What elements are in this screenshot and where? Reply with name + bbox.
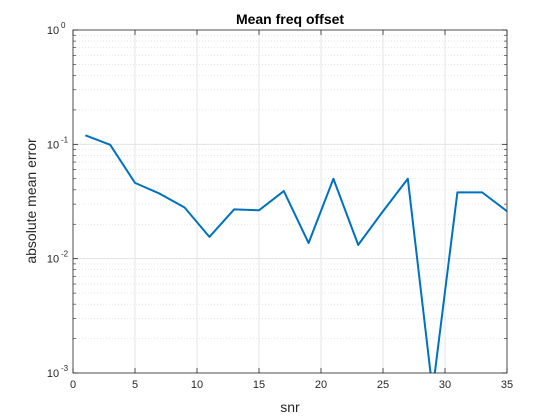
x-tick-label: 25 [377, 379, 389, 391]
y-tick-exponent: -3 [61, 364, 69, 373]
x-tick-labels: 0 5 10 15 20 25 30 35 [70, 379, 513, 391]
y-tick-base: 10 [47, 139, 59, 151]
x-tick-label: 15 [253, 379, 265, 391]
y-tick-exponent: -2 [61, 250, 69, 259]
x-axis-label: snr [280, 399, 300, 415]
x-tick-label: 10 [191, 379, 203, 391]
plot-frame [72, 29, 508, 374]
x-tick-label: 0 [70, 379, 76, 391]
series-layer [85, 134, 507, 373]
x-tick-label: 35 [501, 379, 513, 391]
minor-grid [73, 34, 507, 339]
y-tick-base: 10 [47, 368, 59, 380]
y-tick-exponent: 0 [61, 21, 66, 30]
chart-title: Mean freq offset [236, 11, 344, 27]
y-tick-base: 10 [47, 25, 59, 37]
tick-marks [72, 29, 508, 374]
y-axis-label: absolute mean error [23, 138, 39, 264]
series-line [85, 134, 507, 373]
plot-background [73, 30, 507, 373]
y-tick-exponent: -1 [61, 135, 69, 144]
x-tick-label: 20 [315, 379, 327, 391]
x-tick-label: 5 [132, 379, 138, 391]
x-tick-label: 30 [439, 379, 451, 391]
y-tick-base: 10 [47, 254, 59, 266]
